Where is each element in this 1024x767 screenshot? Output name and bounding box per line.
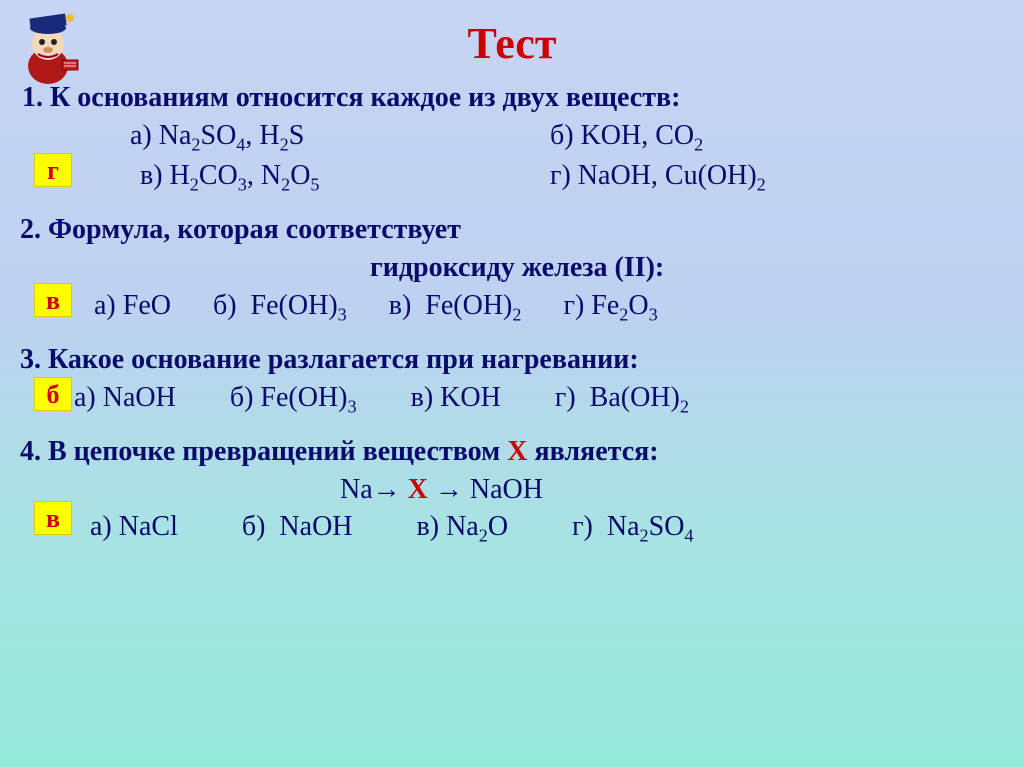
professor-mascot-icon — [8, 8, 88, 88]
question-2: 2. Формула, которая соответствует гидрок… — [20, 211, 994, 327]
q1-opt-v: в) H2CO3, N2O5 — [140, 157, 550, 197]
q4-chain: Na→ Х → NaOH — [20, 471, 994, 509]
q1-prompt: 1. К основаниям относится каждое из двух… — [20, 79, 994, 117]
q4-x-label: Х — [507, 436, 527, 467]
question-3: 3. Какое основание разлагается при нагре… — [20, 341, 994, 419]
q3-opt-a: а) NaOH — [74, 379, 176, 419]
q4-chain-post: → NaOH — [428, 474, 543, 505]
q2-opt-v: в) Fe(OH)2 — [389, 287, 522, 327]
q4-opt-b: б) NaOH — [242, 508, 353, 548]
q3-prompt: 3. Какое основание разлагается при нагре… — [20, 341, 994, 379]
page-title: Тест — [0, 0, 1024, 79]
question-1: 1. К основаниям относится каждое из двух… — [20, 79, 994, 197]
q4-prompt-pre: 4. В цепочке превращений веществом — [20, 436, 507, 467]
q2-opt-g: г) Fe2O3 — [563, 287, 657, 327]
question-4: 4. В цепочке превращений веществом Х явл… — [20, 433, 994, 549]
q4-opt-g: г) Na2SO4 — [572, 508, 693, 548]
q3-opt-g: г) Ba(OH)2 — [555, 379, 689, 419]
q3-opt-b: б) Fe(OH)3 — [230, 379, 357, 419]
q2-opt-b: б) Fe(OH)3 — [213, 287, 347, 327]
q3-answer-badge: б — [34, 377, 72, 411]
q1-opt-a: а) Na2SO4, H2S — [130, 117, 550, 157]
q1-opt-b: б) KOH, CO2 — [550, 117, 703, 157]
q2-prompt: 2. Формула, которая соответствует — [20, 211, 994, 249]
q4-opt-v: в) Na2O — [417, 508, 509, 548]
q4-answer-badge: в — [34, 501, 72, 535]
q4-opt-a: а) NaCl — [90, 508, 178, 548]
test-content: 1. К основаниям относится каждое из двух… — [0, 79, 1024, 549]
q1-opt-g: г) NaOH, Cu(OH)2 — [550, 157, 766, 197]
q3-opt-v: в) KOH — [411, 379, 501, 419]
q4-prompt-post: является: — [527, 436, 658, 467]
q2-opt-a: а) FeO — [94, 287, 171, 327]
q2-sub: гидроксиду железа (II): — [20, 249, 994, 287]
q4-prompt: 4. В цепочке превращений веществом Х явл… — [20, 433, 994, 471]
q2-answer-badge: в — [34, 283, 72, 317]
q4-chain-x: Х — [408, 474, 428, 505]
q1-answer-badge: г — [34, 153, 72, 187]
q4-chain-pre: Na→ — [340, 474, 408, 505]
